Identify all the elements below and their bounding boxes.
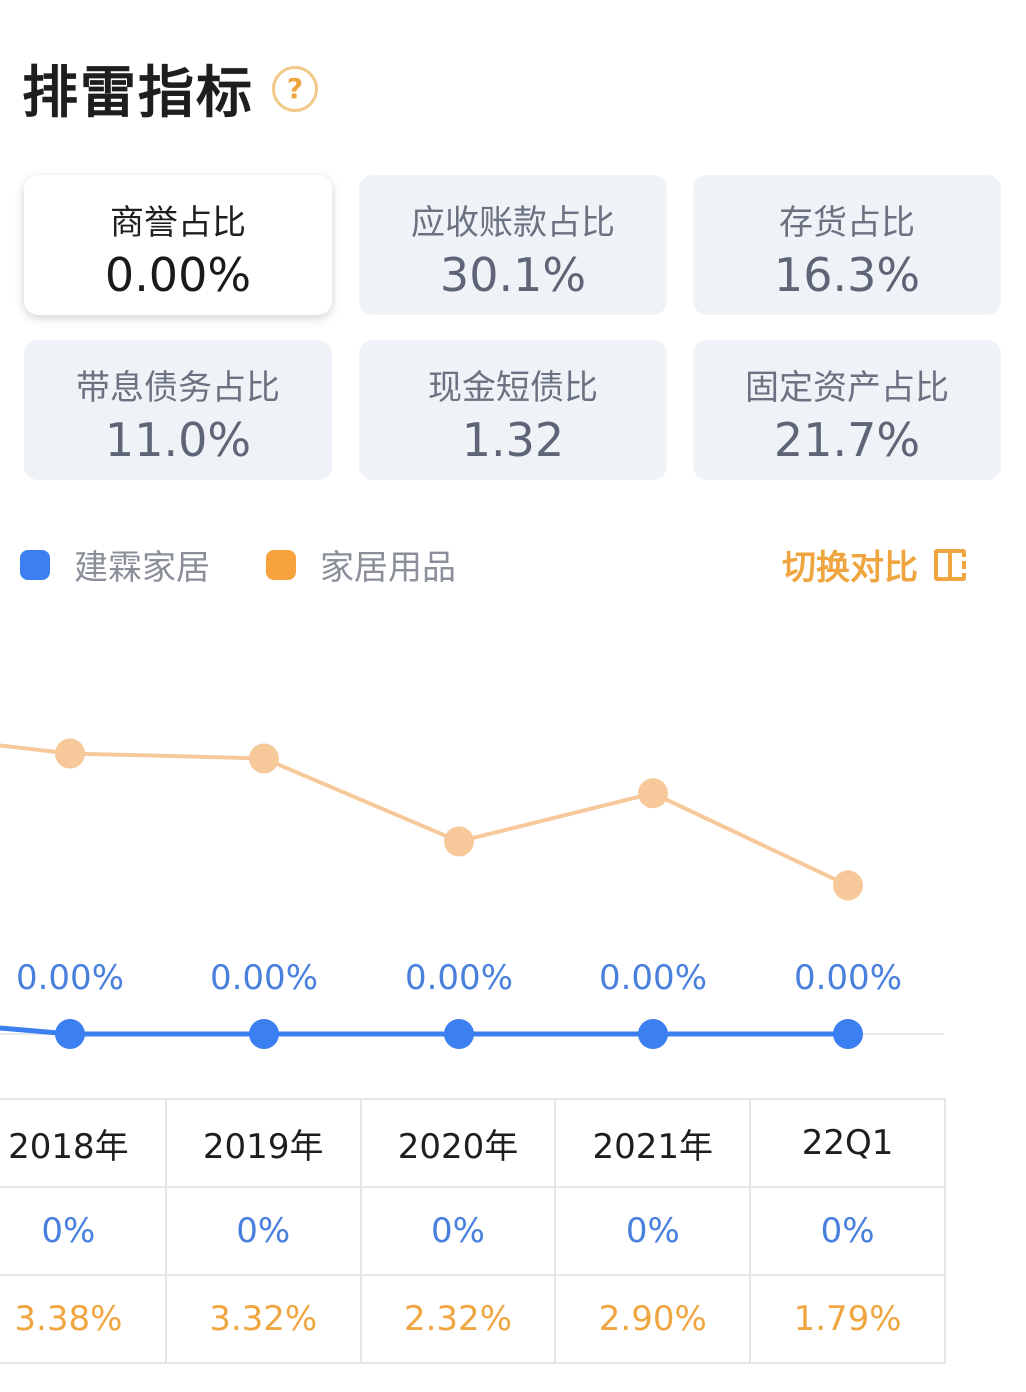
card-receivables-ratio[interactable]: 应收账款占比 30.1% [359,175,667,315]
switch-compare-button[interactable]: 切换对比 [782,540,966,589]
card-fixed-assets-ratio[interactable]: 固定资产占比 21.7% [693,340,1001,480]
line-chart: 0.00% 0.00% 0.00% 0.00% 0.00% [0,738,944,1049]
data-point-company [249,1019,279,1049]
legend-item-company[interactable]: 建霖家居 [20,540,210,589]
table-row-industry: 3.38% 3.32% 2.32% 2.90% 1.79% [0,1274,946,1364]
card-label: 商誉占比 [110,203,246,243]
card-label: 现金短债比 [428,368,598,408]
table-cell: 0% [359,1186,557,1276]
data-point-industry [833,870,863,901]
switch-compare-label: 切换对比 [782,548,918,588]
legend-dot-icon [20,549,50,580]
page-title: 排雷指标 [22,61,254,126]
data-label-company: 0.00% [405,958,513,998]
data-point-industry [638,778,668,809]
series-line-company [0,1025,848,1037]
legend-label: 建霖家居 [74,548,210,588]
card-label: 固定资产占比 [745,368,949,408]
data-label-company: 0.00% [599,958,707,998]
card-cash-short-debt-ratio[interactable]: 现金短债比 1.32 [359,340,667,480]
table-row-company: 0% 0% 0% 0% 0% [0,1186,946,1276]
card-inventory-ratio[interactable]: 存货占比 16.3% [693,175,1001,315]
data-point-industry [249,743,279,774]
table-header-cell: 22Q1 [749,1098,946,1188]
data-table: 2018年 2019年 2020年 2021年 22Q1 0% 0% 0% 0%… [0,1098,946,1364]
data-point-company [638,1019,668,1049]
table-cell: 0% [164,1186,362,1276]
data-label-company: 0.00% [16,958,124,998]
card-value: 30.1% [439,248,587,302]
card-label: 带息债务占比 [76,368,280,408]
chart-legend: 建霖家居 家居用品 切换对比 [20,540,980,588]
series-line-industry [0,743,849,888]
card-value: 0.00% [104,248,252,302]
card-label: 存货占比 [779,203,915,243]
table-header-cell: 2021年 [554,1098,752,1188]
data-label-company: 0.00% [210,958,318,998]
table-cell: 0% [749,1186,946,1276]
table-cell: 2.90% [554,1274,752,1364]
card-interest-debt-ratio[interactable]: 带息债务占比 11.0% [24,340,332,480]
card-value: 21.7% [773,413,921,467]
legend-label: 家居用品 [320,548,456,588]
series-company: 0.00% 0.00% 0.00% 0.00% 0.00% [0,958,902,1049]
table-header-cell: 2018年 [0,1098,167,1188]
card-value: 16.3% [773,248,921,302]
table-cell: 3.38% [0,1274,167,1364]
legend-item-industry[interactable]: 家居用品 [266,540,456,589]
switch-icon [934,548,966,581]
table-cell: 1.79% [749,1274,946,1364]
data-point-company [55,1019,85,1049]
series-industry [0,738,863,901]
table-cell: 2.32% [359,1274,557,1364]
table-header-row: 2018年 2019年 2020年 2021年 22Q1 [0,1098,946,1188]
data-point-industry [444,826,474,857]
table-cell: 0% [554,1186,752,1276]
table-header-cell: 2019年 [164,1098,362,1188]
legend-dot-icon [266,549,296,580]
data-point-company [833,1019,863,1049]
table-cell: 3.32% [164,1274,362,1364]
help-icon[interactable]: ? [272,65,318,112]
data-point-industry [55,738,85,769]
card-goodwill-ratio[interactable]: 商誉占比 0.00% [24,175,332,315]
data-label-company: 0.00% [794,958,902,998]
table-header-cell: 2020年 [359,1098,557,1188]
data-point-company [444,1019,474,1049]
card-value: 11.0% [104,413,252,467]
table-cell: 0% [0,1186,167,1276]
card-value: 1.32 [461,413,565,467]
card-label: 应收账款占比 [411,203,615,243]
header: 排雷指标 ? [22,48,318,129]
